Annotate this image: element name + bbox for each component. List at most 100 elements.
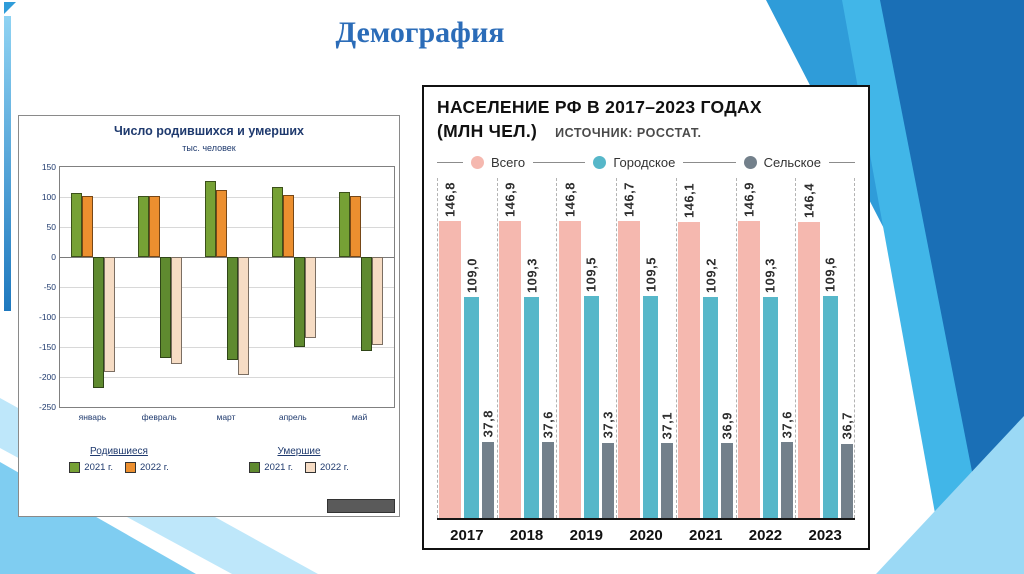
- bar: 146,9: [737, 182, 760, 518]
- bar: [205, 180, 216, 257]
- bar: 37,6: [541, 411, 556, 518]
- year-label: 2022: [748, 526, 783, 544]
- year-label: 2018: [509, 526, 544, 544]
- decor-top-left-triangle: [4, 2, 16, 14]
- bar: [349, 195, 361, 257]
- bar-value-label: 109,5: [583, 257, 599, 293]
- bar: [71, 192, 83, 257]
- legend-group-title: Родившиеся: [90, 446, 148, 457]
- bar-group: 146,8 109,0 37,8: [437, 178, 497, 518]
- bar: 37,1: [660, 412, 675, 518]
- left-chart-title: Число родившихся и умерших: [113, 124, 304, 138]
- left-chart-x-axis-labels: январь февраль март апрель май: [59, 412, 393, 422]
- x-axis-label: февраль: [141, 412, 177, 422]
- bar-value-label: 146,8: [442, 181, 458, 217]
- births-deaths-chart-panel: Число родившихся и умерших тыс. человек …: [18, 115, 400, 517]
- population-chart-panel: НАСЕЛЕНИЕ РФ В 2017–2023 ГОДАХ (МЛН ЧЕЛ.…: [422, 85, 870, 550]
- legend-item-label: 2022 г.: [320, 462, 349, 473]
- gridline: [60, 227, 394, 228]
- left-chart-plot-area: 150 100 50 0 -50 -100 -150 -200 -250: [39, 162, 395, 412]
- bar: [271, 186, 283, 257]
- decor-left-strip: [4, 16, 11, 311]
- dashed-gridline: [795, 178, 797, 518]
- bar-group: 146,4 109,6 36,7: [795, 178, 855, 518]
- bar: 146,1: [678, 183, 701, 518]
- bar: [360, 257, 372, 352]
- y-tick-label: 100: [41, 192, 56, 202]
- legend-item-urban: Городское: [585, 154, 684, 170]
- legend-swatch-icon: [125, 462, 136, 473]
- gridline: [60, 197, 394, 198]
- bar-value-label: 146,8: [562, 181, 578, 217]
- bar: 146,7: [618, 182, 641, 518]
- legend-item-label: 2021 г.: [264, 462, 293, 473]
- legend-item: 2022 г.: [125, 462, 169, 473]
- y-tick-label: -50: [43, 282, 56, 292]
- legend-swatch-icon: [69, 462, 81, 473]
- bar-value-label: 109,0: [464, 258, 480, 294]
- bar-value-label: 37,6: [540, 410, 556, 438]
- bar: [104, 257, 116, 373]
- bar-group: 146,7 109,5 37,1: [616, 178, 676, 518]
- bar: 146,8: [439, 182, 462, 518]
- bar-value-label: 146,7: [621, 182, 637, 218]
- legend-item-label: 2021 г.: [84, 462, 113, 473]
- legend-swatch-icon: [249, 462, 261, 473]
- right-chart-units: (МЛН ЧЕЛ.): [437, 121, 538, 141]
- legend-group: Родившиеся 2021 г. 2022 г.: [69, 446, 169, 473]
- left-chart-subtitle: тыс. человек: [182, 143, 236, 153]
- legend-item: 2022 г.: [305, 462, 349, 473]
- bar-value-label: 109,3: [524, 257, 540, 293]
- legend-item-total: Всего: [463, 154, 534, 170]
- bar-group: 146,9 109,3 37,6: [497, 178, 557, 518]
- year-label: 2020: [629, 526, 663, 544]
- slide-title: Демография: [335, 16, 505, 49]
- bar-value-label: 109,3: [762, 257, 778, 293]
- year-label: 2023: [808, 526, 842, 544]
- bar-value-label: 37,3: [600, 411, 616, 439]
- legend-marker-urban-icon: [593, 155, 607, 169]
- bar: [293, 257, 305, 347]
- y-tick-label: 0: [51, 252, 56, 262]
- y-tick-label: 50: [46, 222, 56, 232]
- x-axis-label: январь: [78, 412, 107, 422]
- y-tick-label: 150: [41, 162, 56, 172]
- bar: [216, 189, 227, 257]
- y-tick-label: -200: [38, 372, 56, 382]
- legend-group-title: Умершие: [277, 446, 321, 457]
- legend-label-rural: Сельское: [763, 154, 821, 170]
- bar: 109,3: [524, 258, 540, 518]
- year-label: 2019: [569, 526, 603, 544]
- legend-marker-rural-icon: [743, 155, 757, 169]
- legend-label-total: Всего: [491, 154, 526, 170]
- bar: [149, 195, 161, 257]
- bar-group: 146,8 109,5 37,3: [556, 178, 616, 518]
- bar-value-label: 109,5: [643, 257, 659, 293]
- x-axis-label: апрель: [278, 412, 307, 422]
- right-chart-x-axis-labels: 2017 2018 2019 2020 2021 2022 2023: [437, 520, 855, 550]
- dashed-gridline: [735, 178, 737, 518]
- bar: [93, 257, 105, 388]
- dashed-gridline: [556, 178, 558, 518]
- y-tick-label: -100: [38, 312, 56, 322]
- bar-value-label: 37,8: [480, 410, 496, 438]
- legend-item-rural: Сельское: [735, 154, 829, 170]
- right-chart-source: ИСТОЧНИК: РОССТАТ.: [555, 126, 702, 140]
- right-chart-title: НАСЕЛЕНИЕ РФ В 2017–2023 ГОДАХ: [437, 97, 762, 117]
- bar: [304, 257, 316, 338]
- bar-group: 146,9 109,3 37,6: [736, 178, 796, 518]
- right-chart-title-row: (МЛН ЧЕЛ.) ИСТОЧНИК: РОССТАТ.: [437, 121, 855, 142]
- bar-value-label: 36,9: [719, 412, 735, 440]
- bar: 146,9: [499, 182, 522, 518]
- bar: 109,6: [822, 257, 838, 518]
- bar-value-label: 37,1: [659, 411, 675, 439]
- bar: 109,5: [643, 257, 659, 518]
- right-chart-legend: Всего Городское Сельское: [437, 148, 855, 176]
- legend-marker-total-icon: [471, 155, 484, 169]
- right-chart-plot-area: 146,8 109,0 37,8 146,9 109,3 37,6 146,8 109,5 37…: [437, 178, 855, 520]
- bar: 36,7: [839, 412, 854, 518]
- bar: 146,8: [558, 182, 581, 518]
- bar-group: 146,1 109,2 36,9: [676, 178, 736, 518]
- bar: 109,2: [703, 258, 719, 518]
